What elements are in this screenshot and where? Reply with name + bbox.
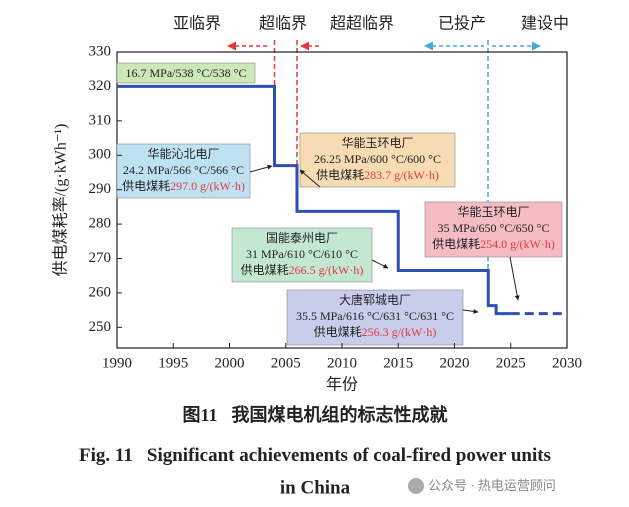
annotations: 16.7 MPa/538 °C/538 °C 华能沁北电厂 24.2 MPa/566…	[116, 62, 563, 346]
phase-label: 超临界	[259, 15, 307, 33]
annotation-params: 26.25 MPa/600 °C/600 °C	[314, 152, 441, 166]
caption-en: in China	[280, 477, 351, 498]
x-tick-label: 2025	[496, 355, 526, 371]
x-tick-label: 2030	[552, 355, 582, 371]
annotation-consumption: 供电煤耗297.0 g/(kW·h)	[122, 179, 245, 193]
watermark: 公众号 · 热电运营顾问	[428, 478, 556, 493]
consumption-value: 254.0 g/(kW·h)	[480, 237, 555, 251]
caption-en: Fig. 11 Significant achievements of coal-…	[79, 445, 551, 466]
x-tick-label: 2020	[440, 355, 470, 371]
y-tick-label: 280	[89, 216, 112, 232]
y-tick-label: 320	[89, 78, 112, 94]
y-tick-label: 270	[89, 250, 112, 266]
data-line	[117, 84, 511, 316]
annotation-params: 35.5 MPa/616 °C/631 °C/631 °C	[296, 309, 454, 323]
annotation-plant: 大唐郓城电厂	[339, 292, 411, 307]
annotation-box	[231, 227, 373, 283]
x-axis-label: 年份	[326, 376, 358, 394]
annotation-arrow	[371, 259, 389, 269]
consumption-label: 供电煤耗	[316, 168, 364, 182]
annotation-box	[116, 62, 256, 84]
annotation-params: 24.2 MPa/566 °C/566 °C	[123, 163, 244, 177]
annotation-consumption: 供电煤耗266.5 g/(kW·h)	[241, 263, 364, 277]
annotation-consumption: 供电煤耗254.0 g/(kW·h)	[432, 237, 555, 251]
annotation-consumption: 供电煤耗256.3 g/(kW·h)	[314, 325, 437, 339]
caption-title: 我国煤电机组的标志性成就	[232, 404, 448, 425]
x-tick-label: 2000	[215, 355, 245, 371]
annotation-plant: 国能泰州电厂	[266, 231, 338, 245]
y-tick-label: 290	[89, 181, 112, 197]
x-tick-label: 2005	[271, 355, 301, 371]
annotation-params: 31 MPa/610 °C/610 °C	[246, 247, 358, 261]
caption-title: Significant achievements of coal-fired p…	[147, 445, 551, 466]
annotation-arrow	[509, 256, 520, 301]
annotation-consumption: 供电煤耗283.7 g/(kW·h)	[316, 168, 439, 182]
x-tick-label: 1990	[102, 355, 132, 371]
consumption-value: 297.0 g/(kW·h)	[170, 179, 245, 193]
y-tick-label: 250	[89, 319, 112, 335]
y-axis-label: 供电煤耗率/(g·kWh⁻¹)	[52, 124, 70, 277]
consumption-label: 供电煤耗	[314, 325, 362, 339]
x-tick-label: 1995	[158, 355, 188, 371]
annotation-plant: 华能沁北电厂	[147, 147, 219, 161]
phase-label: 超超临界	[330, 15, 394, 33]
consumption-label: 供电煤耗	[432, 237, 480, 251]
consumption-label: 供电煤耗	[122, 179, 170, 193]
consumption-label: 供电煤耗	[241, 263, 289, 277]
consumption-value: 283.7 g/(kW·h)	[364, 168, 439, 182]
y-tick-label: 260	[89, 284, 112, 300]
annotation-box	[424, 201, 563, 258]
phase-label: 已投产	[438, 15, 486, 33]
y-tick-label: 330	[89, 43, 112, 59]
phase-label: 建设中	[521, 15, 569, 33]
x-tick-label: 2010	[327, 355, 357, 371]
annotation-box	[116, 143, 251, 199]
caption-number: 图11	[182, 405, 217, 425]
annotation-params: 16.7 MPa/538 °C/538 °C	[126, 66, 247, 80]
annotation-box	[286, 289, 464, 346]
annotation-plant: 华能玉环电厂	[457, 205, 529, 219]
annotation-params: 35 MPa/650 °C/650 °C	[438, 221, 550, 235]
y-tick-label: 310	[89, 112, 112, 128]
y-tick-label: 300	[89, 147, 112, 163]
caption-number: Fig. 11	[79, 445, 133, 466]
caption-cn: 图11 我国煤电机组的标志性成就	[182, 404, 447, 425]
annotation-box	[299, 132, 456, 188]
x-tick-label: 2015	[383, 355, 413, 371]
consumption-value: 256.3 g/(kW·h)	[362, 325, 437, 339]
annotation-arrow	[462, 308, 479, 314]
annotation-arrow	[299, 169, 321, 188]
annotation-arrow	[249, 164, 273, 173]
consumption-value: 266.5 g/(kW·h)	[289, 263, 364, 277]
watermark-icon	[408, 478, 424, 494]
phase-label: 亚临界	[173, 15, 221, 33]
annotation-plant: 华能玉环电厂	[341, 136, 413, 150]
